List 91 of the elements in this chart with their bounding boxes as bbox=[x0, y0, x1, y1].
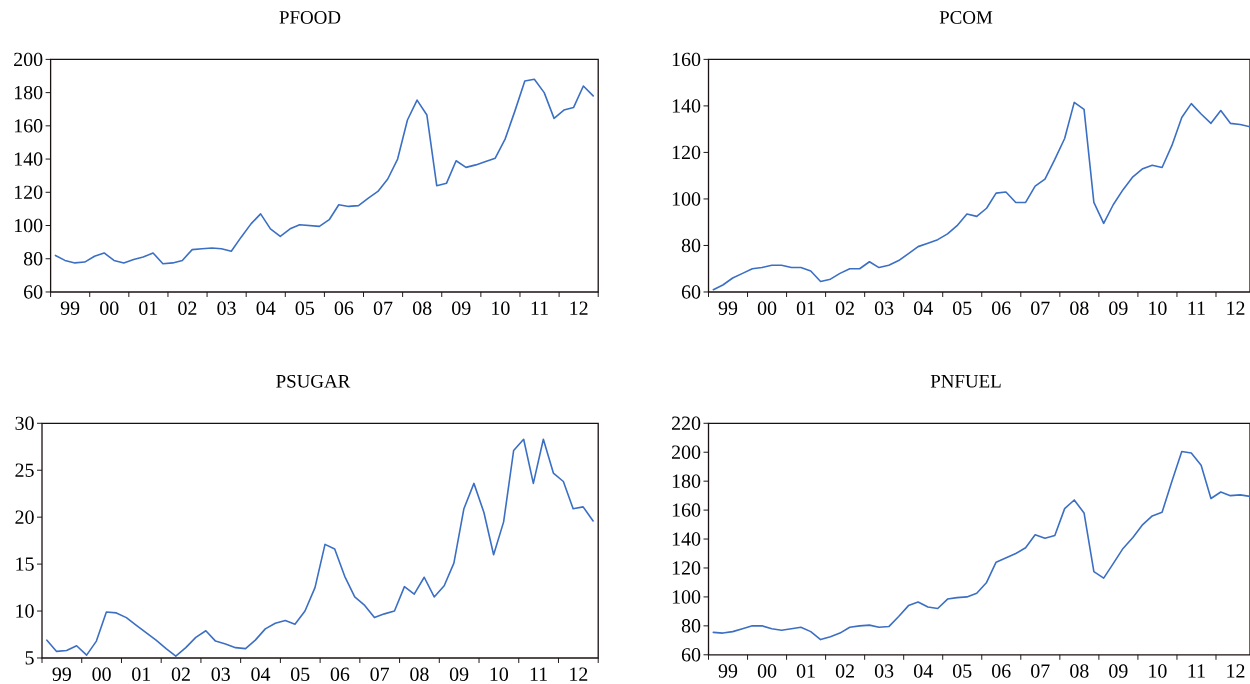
chart-title: PNFUEL bbox=[930, 375, 1001, 388]
y-tick-label: 160 bbox=[14, 119, 43, 133]
x-tick-label: 04 bbox=[914, 664, 933, 678]
y-tick-label: 120 bbox=[672, 145, 701, 160]
chart-title: PSUGAR bbox=[276, 374, 351, 388]
y-tick-label: 100 bbox=[672, 590, 701, 604]
x-tick-label: 11 bbox=[530, 667, 547, 681]
y-tick-label: 80 bbox=[681, 619, 701, 633]
y-tick-label: 25 bbox=[15, 463, 34, 477]
x-tick-label: 99 bbox=[718, 664, 738, 678]
y-tick-label: 60 bbox=[681, 648, 701, 662]
x-tick-label: 07 bbox=[373, 301, 393, 315]
y-tick-label: 80 bbox=[681, 238, 701, 253]
x-tick-label: 12 bbox=[1227, 664, 1245, 678]
x-tick-label: 07 bbox=[1031, 301, 1050, 315]
x-tick-label: 01 bbox=[132, 667, 151, 681]
x-tick-label: 99 bbox=[52, 667, 71, 681]
x-tick-label: 06 bbox=[330, 667, 350, 681]
x-tick-label: 05 bbox=[953, 301, 972, 315]
y-tick-label: 60 bbox=[24, 285, 43, 299]
x-tick-label: 11 bbox=[1188, 301, 1205, 315]
line-series bbox=[46, 438, 594, 657]
y-tick-label: 100 bbox=[14, 218, 43, 233]
x-tick-label: 09 bbox=[1109, 664, 1128, 678]
x-tick-label: 03 bbox=[211, 667, 230, 681]
x-tick-label: 12 bbox=[570, 667, 588, 681]
y-tick-label: 180 bbox=[14, 85, 43, 100]
x-tick-label: 12 bbox=[1227, 301, 1245, 315]
x-tick-label: 09 bbox=[452, 301, 471, 315]
x-tick-label: 06 bbox=[992, 301, 1011, 315]
y-tick-label: 80 bbox=[23, 252, 43, 266]
y-tick-label: 15 bbox=[16, 557, 34, 571]
y-tick-label: 10 bbox=[16, 604, 34, 618]
y-tick-label: 220 bbox=[671, 416, 701, 430]
x-tick-label: 10 bbox=[1149, 664, 1167, 678]
x-tick-label: 12 bbox=[570, 301, 588, 315]
x-tick-label: 02 bbox=[178, 301, 197, 315]
x-tick-label: 08 bbox=[1070, 301, 1089, 315]
x-tick-label: 01 bbox=[139, 301, 158, 315]
x-tick-label: 00 bbox=[100, 301, 119, 315]
x-tick-label: 00 bbox=[92, 667, 111, 681]
y-tick-label: 160 bbox=[672, 52, 701, 67]
x-tick-label: 02 bbox=[171, 667, 190, 681]
y-tick-label: 160 bbox=[672, 503, 701, 517]
y-tick-label: 30 bbox=[15, 416, 34, 430]
x-tick-label: 10 bbox=[490, 667, 509, 681]
y-tick-label: 180 bbox=[672, 474, 701, 488]
x-tick-label: 00 bbox=[757, 301, 777, 315]
x-tick-label: 02 bbox=[835, 301, 854, 315]
x-tick-label: 03 bbox=[874, 301, 894, 315]
x-tick-label: 10 bbox=[1149, 301, 1167, 315]
x-tick-label: 06 bbox=[334, 301, 354, 315]
x-tick-label: 04 bbox=[251, 667, 271, 681]
x-tick-label: 09 bbox=[449, 667, 469, 681]
y-tick-label: 140 bbox=[14, 152, 43, 166]
x-tick-label: 04 bbox=[914, 301, 933, 315]
x-tick-label: 04 bbox=[256, 301, 276, 315]
x-tick-label: 08 bbox=[413, 301, 432, 315]
x-tick-label: 99 bbox=[718, 301, 738, 315]
x-tick-label: 03 bbox=[874, 664, 894, 678]
x-tick-label: 11 bbox=[1188, 664, 1205, 678]
chart-title: PCOM bbox=[939, 11, 993, 24]
y-tick-label: 200 bbox=[14, 52, 43, 67]
x-tick-label: 03 bbox=[217, 301, 236, 315]
y-tick-label: 200 bbox=[671, 445, 701, 459]
x-tick-label: 99 bbox=[60, 301, 80, 315]
x-tick-label: 05 bbox=[291, 667, 310, 681]
x-tick-label: 05 bbox=[953, 664, 972, 678]
y-tick-label: 20 bbox=[15, 510, 34, 524]
y-tick-label: 5 bbox=[25, 651, 34, 665]
x-tick-label: 09 bbox=[1109, 301, 1128, 315]
x-tick-label: 00 bbox=[757, 664, 777, 678]
y-tick-label: 120 bbox=[672, 561, 701, 575]
x-tick-label: 06 bbox=[992, 664, 1011, 678]
y-tick-label: 60 bbox=[681, 285, 701, 299]
x-tick-label: 07 bbox=[370, 667, 390, 681]
line-series bbox=[712, 101, 1250, 291]
chart-title: PFOOD bbox=[279, 11, 341, 24]
y-tick-label: 120 bbox=[14, 185, 43, 200]
x-tick-label: 07 bbox=[1031, 664, 1050, 678]
y-tick-label: 140 bbox=[672, 532, 701, 546]
x-tick-label: 05 bbox=[295, 301, 314, 315]
y-tick-label: 100 bbox=[672, 192, 701, 206]
y-tick-label: 140 bbox=[672, 99, 701, 113]
x-tick-label: 02 bbox=[835, 664, 854, 678]
x-tick-label: 10 bbox=[492, 301, 510, 315]
x-tick-label: 11 bbox=[531, 301, 548, 315]
x-tick-label: 08 bbox=[410, 667, 429, 681]
x-tick-label: 08 bbox=[1070, 664, 1089, 678]
x-tick-label: 01 bbox=[796, 301, 815, 315]
x-tick-label: 01 bbox=[796, 664, 815, 678]
